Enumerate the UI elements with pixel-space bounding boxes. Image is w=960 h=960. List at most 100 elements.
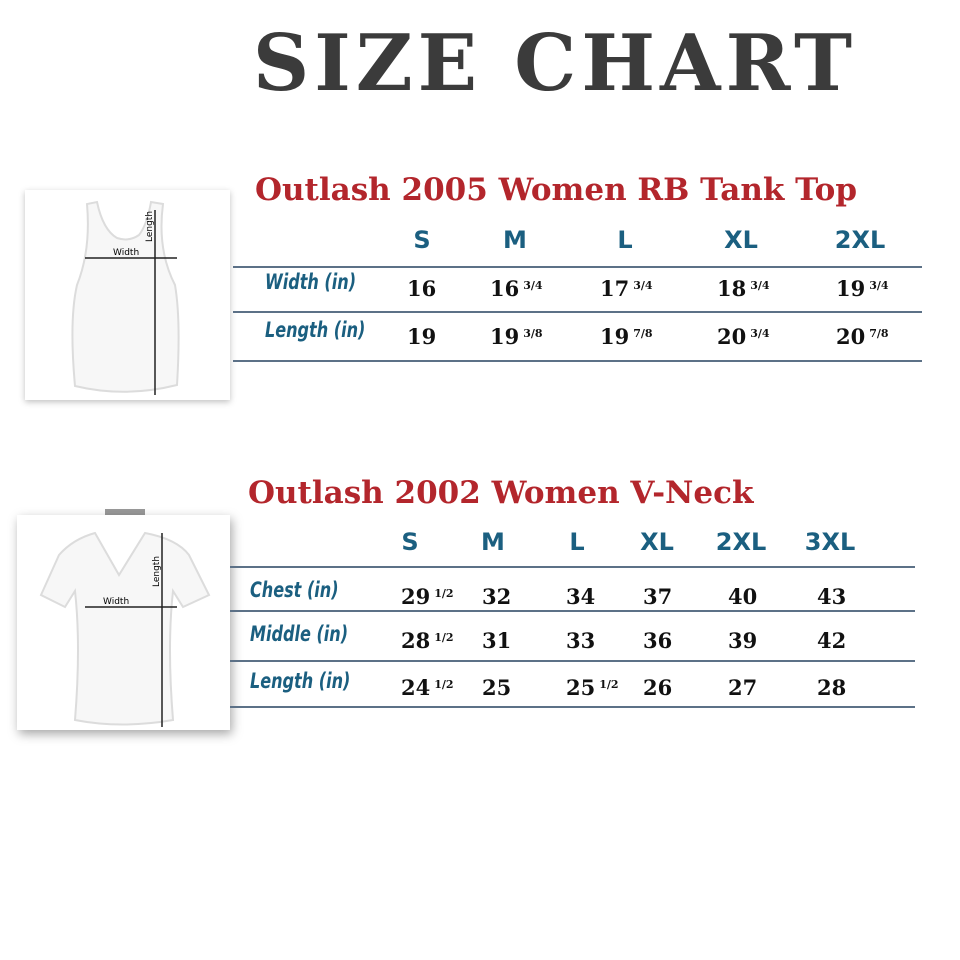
cell-fraction: 3/8: [523, 327, 543, 340]
size-header: XL: [724, 226, 758, 254]
cell-whole: 28: [401, 628, 431, 653]
table-cell: 19: [407, 324, 436, 349]
cell-whole: 27: [728, 675, 758, 700]
width-label: Width: [113, 248, 139, 258]
cell-whole: 19: [836, 276, 866, 301]
cell-whole: 17: [600, 276, 630, 301]
row-label: Length (in): [250, 669, 351, 693]
table-heading-v-neck: Outlash 2002 Women V-Neck: [248, 475, 754, 511]
cell-whole: 39: [728, 628, 758, 653]
size-header: 3XL: [804, 528, 856, 556]
cell-fraction: 3/4: [750, 327, 770, 340]
table-rule: [230, 566, 915, 568]
cell-whole: 20: [836, 324, 866, 349]
row-label: Chest (in): [250, 578, 339, 602]
size-header: 2XL: [834, 226, 886, 254]
table-cell: 43: [817, 584, 846, 609]
cell-fraction: 1/2: [434, 631, 454, 644]
table-cell: 17 3/4: [600, 276, 653, 301]
table-rule: [233, 311, 922, 313]
table-cell: 34: [566, 584, 595, 609]
table-cell: 27: [728, 675, 757, 700]
cell-whole: 19: [407, 324, 437, 349]
cell-whole: 26: [643, 675, 673, 700]
table-cell: 16 3/4: [490, 276, 543, 301]
table-rule: [230, 610, 915, 612]
table-heading-tank-top: Outlash 2005 Women RB Tank Top: [255, 172, 858, 208]
table-cell: 31: [482, 628, 511, 653]
cell-whole: 19: [490, 324, 520, 349]
table-cell: 28: [817, 675, 846, 700]
cell-fraction: 3/4: [750, 279, 770, 292]
table-rule: [233, 266, 922, 268]
tank-top-illustration: Width Length: [71, 200, 180, 395]
table-cell: 36: [643, 628, 672, 653]
cell-whole: 43: [817, 584, 847, 609]
size-header: M: [503, 226, 527, 254]
table-cell: 20 7/8: [836, 324, 889, 349]
table-cell: 19 3/8: [490, 324, 543, 349]
cell-fraction: 1/2: [599, 678, 619, 691]
table-rule: [233, 360, 922, 362]
cell-whole: 31: [482, 628, 512, 653]
cell-whole: 34: [566, 584, 596, 609]
table-cell: 16: [407, 276, 436, 301]
table-rule: [230, 660, 915, 662]
cell-fraction: 3/4: [633, 279, 653, 292]
table-rule: [230, 706, 915, 708]
row-label: Middle (in): [250, 622, 349, 646]
size-header: 2XL: [715, 528, 767, 556]
cell-fraction: 7/8: [633, 327, 653, 340]
tag-decoration: [105, 509, 145, 517]
cell-whole: 29: [401, 584, 431, 609]
table-cell: 40: [728, 584, 757, 609]
table-cell: 32: [482, 584, 511, 609]
table-cell: 25: [482, 675, 511, 700]
cell-whole: 24: [401, 675, 431, 700]
cell-whole: 40: [728, 584, 758, 609]
table-cell: 18 3/4: [717, 276, 770, 301]
width-label: Width: [103, 597, 129, 607]
cell-whole: 25: [482, 675, 512, 700]
table-cell: 25 1/2: [566, 675, 619, 700]
cell-whole: 36: [643, 628, 673, 653]
v-neck-photo: Width Length: [17, 515, 230, 730]
cell-fraction: 1/2: [434, 587, 454, 600]
table-cell: 42: [817, 628, 846, 653]
size-header: M: [481, 528, 505, 556]
cell-whole: 37: [643, 584, 673, 609]
length-label: Length: [145, 211, 155, 242]
cell-fraction: 7/8: [869, 327, 889, 340]
table-cell: 19 7/8: [600, 324, 653, 349]
length-label: Length: [152, 556, 162, 587]
table-cell: 28 1/2: [401, 628, 454, 653]
table-cell: 37: [643, 584, 672, 609]
cell-whole: 16: [407, 276, 437, 301]
cell-whole: 16: [490, 276, 520, 301]
table-cell: 19 3/4: [836, 276, 889, 301]
row-label: Width (in): [265, 270, 357, 294]
tank-top-photo: Width Length: [25, 190, 230, 400]
cell-whole: 32: [482, 584, 512, 609]
size-header: S: [401, 528, 419, 556]
cell-whole: 20: [717, 324, 747, 349]
table-cell: 26: [643, 675, 672, 700]
size-header: L: [617, 226, 633, 254]
cell-whole: 42: [817, 628, 847, 653]
table-cell: 20 3/4: [717, 324, 770, 349]
v-neck-illustration: Width Length: [39, 531, 211, 727]
cell-whole: 19: [600, 324, 630, 349]
cell-whole: 33: [566, 628, 596, 653]
cell-whole: 28: [817, 675, 847, 700]
cell-whole: 25: [566, 675, 596, 700]
size-header: L: [569, 528, 585, 556]
size-header: S: [413, 226, 431, 254]
table-cell: 39: [728, 628, 757, 653]
size-header: XL: [640, 528, 674, 556]
cell-fraction: 3/4: [523, 279, 543, 292]
table-cell: 33: [566, 628, 595, 653]
page-title: SIZE CHART: [252, 18, 858, 109]
table-cell: 24 1/2: [401, 675, 454, 700]
table-cell: 29 1/2: [401, 584, 454, 609]
